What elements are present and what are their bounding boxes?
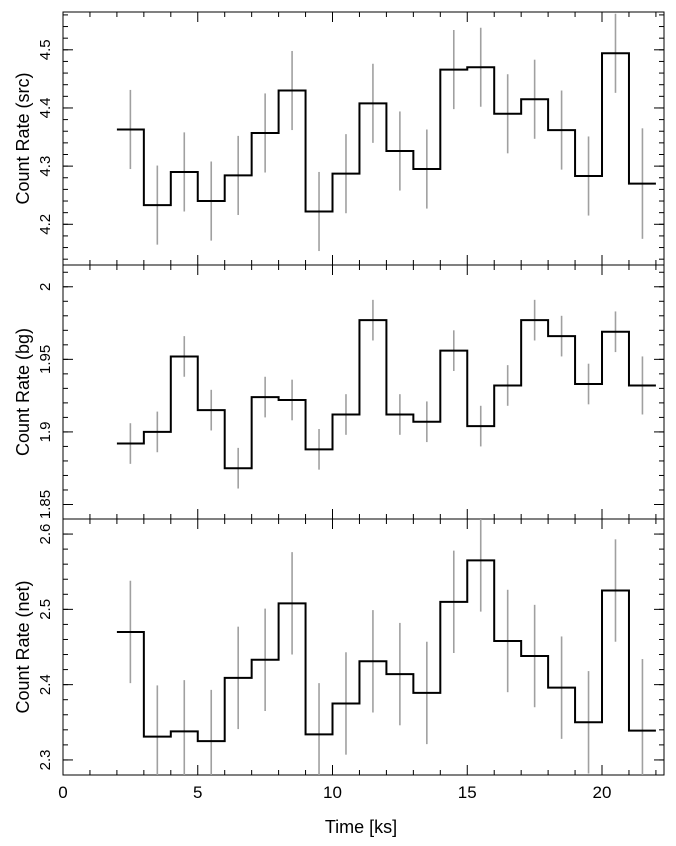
y-tick-label: 2: [37, 283, 54, 291]
panel-3: 2.3 2.4 2.5 2.6 Count Rate (net): [13, 518, 665, 776]
y-tick-label: 4.5: [37, 39, 54, 60]
y-tick-label: 4.2: [37, 214, 54, 235]
x-tick-label: 0: [58, 783, 67, 802]
y-tick-label: 2.5: [37, 599, 54, 620]
panel-2: 1.85 1.9 1.95 2 Count Rate (bg): [13, 264, 665, 520]
y-tick-label: 1.9: [37, 421, 54, 442]
y-tick-label: 2.3: [37, 750, 54, 771]
x-axis-label: Time [ks]: [325, 817, 397, 837]
y-tick-label: 4.4: [37, 98, 54, 119]
y-axis-label: Count Rate (src): [13, 72, 33, 204]
shared-x-axis: 0 5 10 15 20: [58, 783, 611, 802]
step-series-line: [116, 559, 656, 743]
x-tick-label: 5: [193, 783, 202, 802]
panel-frame: [62, 11, 665, 266]
y-tick-label: 2.6: [37, 524, 54, 545]
y-axis-label: Count Rate (bg): [13, 328, 33, 456]
step-series-line: [116, 52, 656, 213]
y-tick-label: 1.95: [37, 345, 54, 374]
step-series-line: [116, 319, 656, 470]
y-tick-label: 1.85: [37, 490, 54, 519]
x-tick-label: 10: [323, 783, 342, 802]
x-tick-label: 15: [458, 783, 477, 802]
x-tick-label: 20: [593, 783, 612, 802]
y-tick-label: 2.4: [37, 674, 54, 695]
y-tick-label: 4.3: [37, 156, 54, 177]
panel-frame: [62, 264, 665, 520]
panel-frame: [62, 518, 665, 776]
y-axis-label: Count Rate (net): [13, 580, 33, 713]
